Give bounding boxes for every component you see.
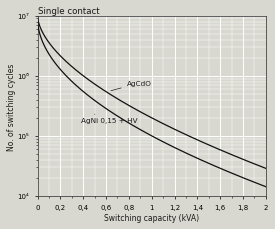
Text: Single contact: Single contact <box>38 7 99 16</box>
X-axis label: Switching capacity (kVA): Switching capacity (kVA) <box>104 213 199 222</box>
Text: AgNi 0,15 + HV: AgNi 0,15 + HV <box>81 115 138 123</box>
Text: AgCdO: AgCdO <box>111 81 152 91</box>
Y-axis label: No. of switching cycles: No. of switching cycles <box>7 63 16 150</box>
